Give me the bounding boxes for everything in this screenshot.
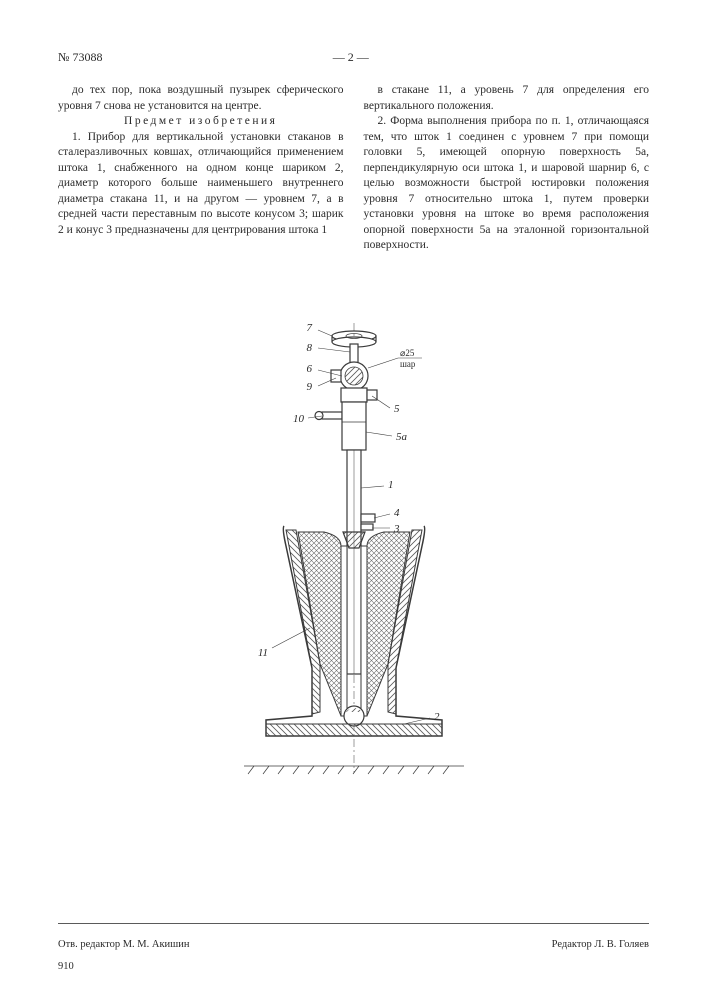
- label-5a: 5а: [396, 431, 408, 443]
- para-2: 1. Прибор для вертикальной установки ста…: [58, 130, 344, 239]
- label-10: 10: [293, 413, 305, 425]
- label-4: 4: [394, 507, 400, 519]
- label-2: 2: [434, 711, 440, 723]
- label-3: 3: [393, 523, 400, 535]
- para-3: в стакане 11, а уровень 7 для определени…: [364, 83, 650, 114]
- label-ball: шар: [400, 359, 416, 369]
- right-column: в стакане 11, а уровень 7 для определени…: [364, 83, 650, 254]
- label-11: 11: [257, 647, 267, 659]
- label-5: 5: [394, 403, 400, 415]
- label-8: 8: [306, 342, 312, 354]
- para-1: до тех пор, пока воздушный пузырек сфери…: [58, 83, 344, 114]
- label-7: 7: [306, 322, 312, 334]
- technical-figure: 7 8 6 9 10 5 5а 1 4 3 11 2 ⌀25 шар: [0, 318, 707, 808]
- label-6: 6: [306, 363, 312, 375]
- left-column: до тех пор, пока воздушный пузырек сфери…: [58, 83, 344, 254]
- footer-divider: [58, 923, 649, 924]
- text-columns: до тех пор, пока воздушный пузырек сфери…: [58, 83, 649, 254]
- footer-right-editor: Редактор Л. В. Голяев: [552, 939, 649, 950]
- doc-number: № 73088: [58, 50, 102, 65]
- page-bottom-number: 910: [58, 961, 74, 972]
- label-9: 9: [306, 381, 312, 393]
- subheading: Предмет изобретения: [58, 114, 344, 130]
- page-indicator: — 2 —: [333, 50, 369, 65]
- label-1: 1: [388, 479, 394, 491]
- label-diameter: ⌀25: [400, 348, 415, 358]
- footer-left-editor: Отв. редактор М. М. Акишин: [58, 939, 190, 950]
- para-4: 2. Форма выполнения прибора по п. 1, отл…: [364, 114, 650, 254]
